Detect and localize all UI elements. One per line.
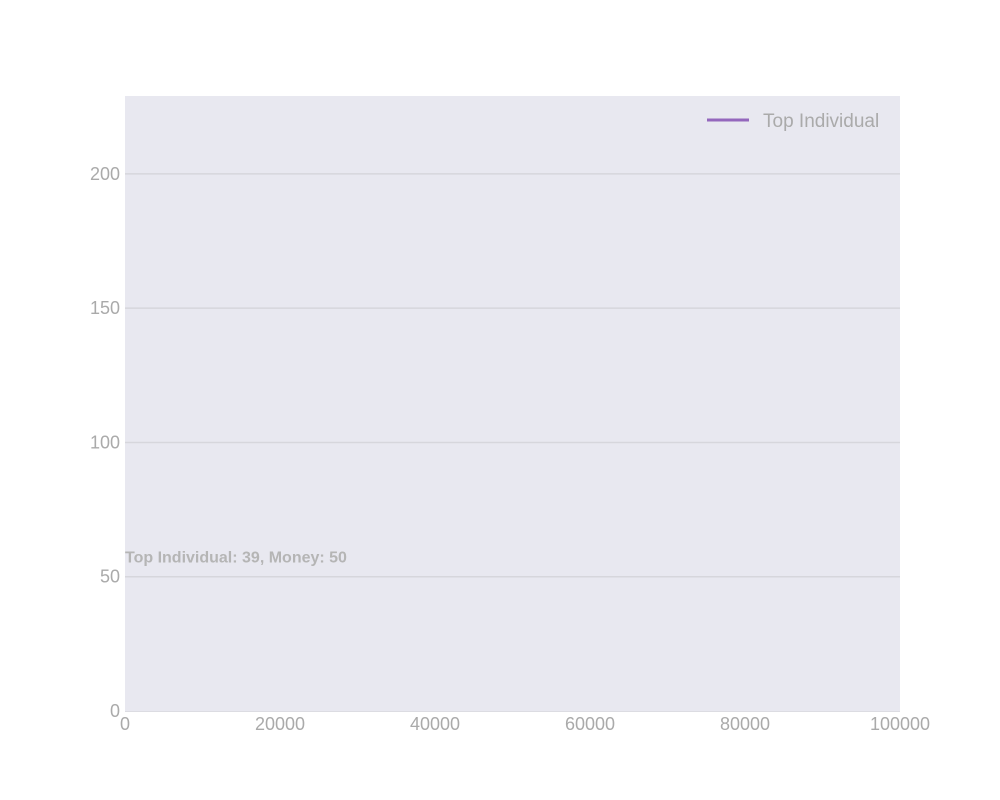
x-tick-label: 100000 [870, 714, 930, 734]
annotation-label: Top Individual: 39, Money: 50 [125, 550, 347, 567]
y-tick-labels: 0 50 100 150 200 [90, 164, 120, 721]
x-tick-label: 0 [120, 714, 130, 734]
y-tick-label: 100 [90, 432, 120, 452]
plot-area [125, 96, 900, 711]
y-tick-label: 150 [90, 298, 120, 318]
legend-label-top-individual: Top Individual [763, 111, 879, 132]
x-tick-label: 60000 [565, 714, 615, 734]
x-tick-labels: 0 20000 40000 60000 80000 100000 [120, 714, 930, 734]
y-tick-label: 200 [90, 164, 120, 184]
x-tick-label: 40000 [410, 714, 460, 734]
legend: Top Individual [707, 111, 879, 132]
y-tick-label: 0 [110, 701, 120, 721]
x-tick-label: 20000 [255, 714, 305, 734]
x-tick-label: 80000 [720, 714, 770, 734]
y-tick-label: 50 [100, 567, 120, 587]
y-gridlines [125, 173, 900, 578]
